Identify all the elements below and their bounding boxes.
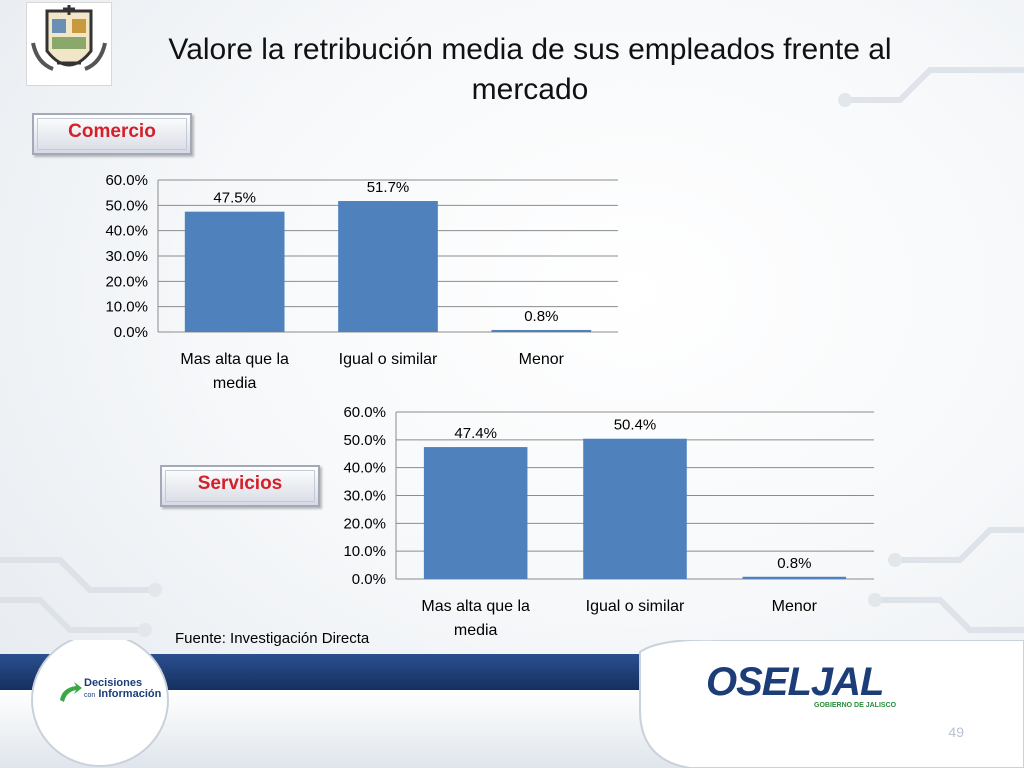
x-tick-label: media: [454, 622, 498, 639]
y-tick-label: 50.0%: [343, 432, 386, 449]
bar: [423, 447, 528, 579]
data-label: 47.5%: [213, 190, 256, 207]
x-tick-label: Menor: [519, 351, 565, 368]
data-label: 0.8%: [524, 308, 558, 325]
shield-icon: [31, 5, 107, 71]
decisiones-logo: Decisiones con Información: [58, 676, 168, 712]
y-tick-label: 0.0%: [352, 571, 386, 588]
section-tag-comercio: Comercio: [32, 113, 192, 155]
x-tick-label: Menor: [772, 598, 818, 615]
page-number: 49: [948, 724, 964, 740]
bar: [491, 329, 592, 332]
y-tick-label: 40.0%: [105, 223, 148, 240]
y-tick-label: 10.0%: [105, 299, 148, 316]
bar: [184, 211, 285, 332]
x-tick-label: Mas alta que la: [180, 351, 289, 368]
x-tick-label: Mas alta que la: [421, 598, 530, 615]
oseljal-wordmark: OSELJAL: [706, 660, 884, 704]
bar-chart-servicios: 0.0% 10.0% 20.0% 30.0% 40.0% 50.0% 60.0% 47.4% M…: [343, 404, 874, 639]
bar: [583, 438, 687, 579]
y-tick-label: 60.0%: [343, 404, 386, 421]
data-label: 51.7%: [367, 179, 410, 196]
coat-of-arms-logo: [26, 2, 112, 86]
section-tag-servicios: Servicios: [160, 465, 320, 507]
y-tick-label: 50.0%: [105, 197, 148, 214]
data-label: 50.4%: [614, 417, 657, 434]
data-label: 0.8%: [777, 555, 811, 572]
data-label: 47.4%: [454, 425, 497, 442]
oseljal-logo: OSELJAL GOBIERNO DE JALISCO: [706, 660, 906, 712]
y-tick-label: 30.0%: [343, 488, 386, 505]
logo-text-small: con: [84, 692, 96, 699]
x-tick-label: Igual o similar: [339, 351, 438, 368]
bar: [742, 576, 847, 579]
y-tick-label: 30.0%: [105, 248, 148, 265]
x-tick-label: Igual o similar: [586, 598, 685, 615]
section-tag-label: Comercio: [68, 121, 156, 142]
y-tick-label: 10.0%: [343, 543, 386, 560]
y-tick-label: 60.0%: [105, 172, 148, 189]
y-tick-label: 40.0%: [343, 460, 386, 477]
footer-band: [0, 640, 1024, 768]
logo-text-line: Información: [98, 688, 162, 700]
section-tag-label: Servicios: [197, 473, 283, 494]
logo-text-line: Decisiones: [84, 677, 143, 689]
arrow-logo-icon: [60, 682, 82, 702]
y-tick-label: 20.0%: [343, 515, 386, 532]
y-tick-label: 0.0%: [114, 324, 148, 341]
x-tick-label: media: [213, 375, 257, 392]
oseljal-subtitle: GOBIERNO DE JALISCO: [814, 702, 897, 709]
y-tick-label: 20.0%: [105, 273, 148, 290]
bar: [338, 201, 438, 332]
slide-title: Valore la retribución media de sus emple…: [168, 33, 892, 106]
source-note: Fuente: Investigación Directa: [175, 630, 370, 647]
bar-chart-comercio: 0.0% 10.0% 20.0% 30.0% 40.0% 50.0% 60.0% 47.5% M…: [105, 172, 618, 392]
